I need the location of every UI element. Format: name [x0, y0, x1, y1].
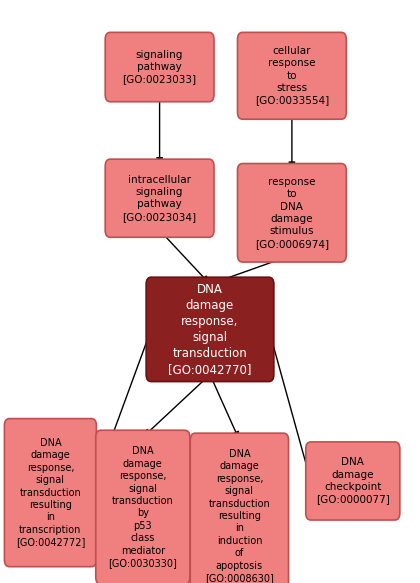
Text: DNA
damage
response,
signal
transduction
resulting
in
transcription
[GO:0042772]: DNA damage response, signal transduction… — [16, 438, 85, 547]
Text: DNA
damage
response,
signal
transduction
resulting
in
induction
of
apoptosis
[GO: DNA damage response, signal transduction… — [205, 449, 274, 583]
FancyBboxPatch shape — [146, 278, 274, 382]
FancyBboxPatch shape — [306, 442, 400, 520]
Text: signaling
pathway
[GO:0023033]: signaling pathway [GO:0023033] — [123, 50, 197, 85]
FancyBboxPatch shape — [105, 32, 214, 101]
Text: DNA
damage
response,
signal
transduction
by
p53
class
mediator
[GO:0030330]: DNA damage response, signal transduction… — [108, 447, 177, 568]
Text: DNA
damage
response,
signal
transduction
[GO:0042770]: DNA damage response, signal transduction… — [168, 283, 252, 376]
Text: cellular
response
to
stress
[GO:0033554]: cellular response to stress [GO:0033554] — [255, 46, 329, 106]
FancyBboxPatch shape — [4, 419, 96, 567]
Text: intracellular
signaling
pathway
[GO:0023034]: intracellular signaling pathway [GO:0023… — [123, 175, 197, 222]
Text: DNA
damage
checkpoint
[GO:0000077]: DNA damage checkpoint [GO:0000077] — [316, 458, 390, 504]
FancyBboxPatch shape — [190, 433, 289, 583]
FancyBboxPatch shape — [105, 159, 214, 237]
FancyBboxPatch shape — [238, 32, 346, 120]
FancyBboxPatch shape — [96, 430, 190, 583]
Text: response
to
DNA
damage
stimulus
[GO:0006974]: response to DNA damage stimulus [GO:0006… — [255, 177, 329, 249]
FancyBboxPatch shape — [238, 163, 346, 262]
